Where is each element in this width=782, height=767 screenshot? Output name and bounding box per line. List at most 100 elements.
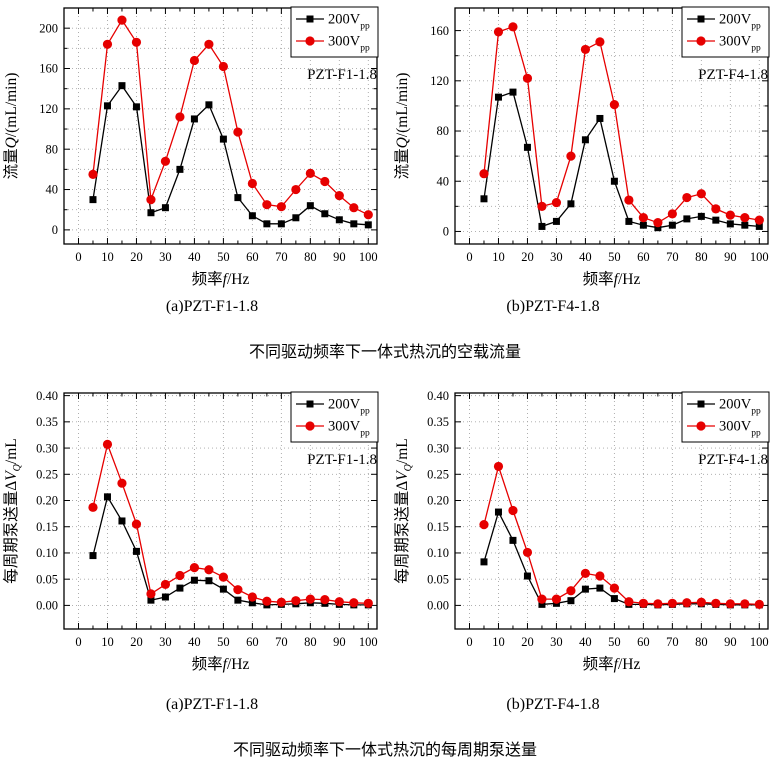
plot-svg: 0 10 20 30 40 50 60 70 80 90 100 0 40 80 120 160 200Vpp3…: [393, 6, 770, 288]
legend-marker-square: [697, 400, 705, 408]
marker-square: [350, 220, 358, 228]
marker-circle: [146, 589, 156, 599]
marker-circle: [667, 598, 677, 608]
plot-svg: 0 10 20 30 40 50 60 70 80 90 100 0.00 0.05 0.10 0.15 0.…: [2, 389, 379, 673]
marker-circle: [189, 55, 200, 66]
svg-text:0.15: 0.15: [427, 520, 449, 534]
marker-circle: [522, 73, 533, 83]
marker-square: [89, 196, 97, 204]
marker-square: [176, 584, 184, 592]
svg-text:200: 200: [39, 21, 58, 35]
marker-circle: [653, 218, 663, 228]
marker-square: [538, 600, 546, 608]
marker-circle: [363, 210, 373, 220]
svg-text:0.00: 0.00: [427, 599, 449, 613]
marker-circle: [349, 598, 359, 608]
marker-circle: [363, 598, 373, 608]
svg-text:0: 0: [52, 223, 58, 237]
subcaption-flow-b: (b)PZT-F4-1.8: [506, 298, 600, 315]
marker-circle: [276, 202, 286, 212]
marker-circle: [493, 461, 504, 472]
marker-square: [205, 101, 213, 109]
marker-circle: [88, 502, 98, 512]
x-axis-label: 频率f/Hz: [192, 270, 250, 288]
svg-text:70: 70: [275, 250, 288, 264]
svg-text:50: 50: [608, 635, 621, 649]
chart-annotation: PZT-F4-1.8: [698, 452, 768, 468]
marker-circle: [653, 599, 663, 609]
marker-square: [625, 217, 633, 225]
legend-entry-label: 200Vpp: [719, 12, 761, 32]
marker-circle: [580, 568, 591, 579]
svg-text:0.00: 0.00: [36, 599, 58, 613]
plot-svg: 0 10 20 30 40 50 60 70 80 90 100 0 40 80 120 160 200 200V…: [2, 6, 379, 288]
marker-circle: [117, 478, 127, 488]
series-300vpp: [88, 15, 373, 220]
marker-square: [581, 585, 589, 593]
svg-text:80: 80: [304, 250, 317, 264]
marker-circle: [349, 203, 359, 213]
marker-square: [567, 200, 575, 208]
marker-square: [118, 517, 126, 525]
marker-circle: [204, 39, 214, 49]
svg-text:20: 20: [130, 635, 143, 649]
marker-square: [697, 212, 705, 220]
marker-circle: [175, 112, 185, 122]
marker-square: [292, 214, 300, 222]
marker-circle: [638, 598, 648, 608]
legend-entry-label: 300Vpp: [719, 34, 761, 54]
plot-svg: 0 10 20 30 40 50 60 70 80 90 100 0.00 0.05 0.10 0.15 0.…: [393, 389, 770, 673]
marker-square: [523, 572, 531, 580]
svg-text:0.10: 0.10: [427, 546, 449, 560]
legend-marker-circle: [696, 421, 706, 431]
marker-circle: [638, 213, 648, 223]
marker-square: [321, 210, 329, 218]
svg-text:40: 40: [579, 250, 592, 264]
chart-annotation: PZT-F1-1.8: [307, 67, 377, 83]
marker-circle: [508, 505, 518, 516]
pump-subcaption-row: (a)PZT-F1-1.8 (b)PZT-F4-1.8: [0, 696, 782, 722]
series-200vpp: [480, 88, 763, 232]
svg-text:100: 100: [750, 635, 769, 649]
marker-circle: [508, 22, 518, 32]
marker-square: [596, 584, 604, 592]
marker-square: [190, 115, 198, 123]
marker-circle: [291, 184, 301, 195]
legend-entry-label: 200Vpp: [719, 397, 761, 417]
legend-entry-label: 200Vpp: [328, 397, 370, 417]
marker-square: [741, 221, 749, 229]
svg-text:40: 40: [437, 174, 450, 188]
svg-text:30: 30: [550, 250, 563, 264]
marker-circle: [595, 37, 605, 47]
marker-circle: [667, 209, 677, 219]
svg-text:90: 90: [333, 250, 346, 264]
chart-pump-pzt-f1: 0 10 20 30 40 50 60 70 80 90 100 0.00 0.05 0.10 0.15 0.…: [0, 385, 391, 675]
marker-square: [277, 220, 285, 228]
svg-text:0.25: 0.25: [36, 467, 58, 481]
marker-square: [755, 222, 763, 230]
svg-text:80: 80: [304, 635, 317, 649]
svg-text:160: 160: [39, 62, 58, 76]
legend-marker-square: [306, 400, 314, 408]
marker-circle: [276, 597, 286, 607]
marker-square: [176, 165, 184, 173]
legend-entry-label: 300Vpp: [328, 34, 370, 54]
svg-text:10: 10: [492, 635, 505, 649]
svg-text:30: 30: [159, 635, 172, 649]
svg-text:90: 90: [724, 250, 737, 264]
marker-square: [263, 220, 271, 228]
marker-circle: [102, 439, 113, 449]
marker-circle: [682, 598, 692, 608]
tick-labels: 0 10 20 30 40 50 60 70 80 90 100 0.00 0.05 0.10 0.15 0.…: [427, 389, 769, 649]
marker-square: [683, 215, 691, 223]
legend-marker-square: [697, 15, 705, 23]
marker-square: [480, 558, 488, 566]
chart-flow-pzt-f1: 0 10 20 30 40 50 60 70 80 90 100 0 40 80 120 160 200 200V…: [0, 0, 391, 290]
marker-circle: [218, 61, 228, 72]
tick-labels: 0 10 20 30 40 50 60 70 80 90 100 0 40 80 120 160 200: [39, 21, 377, 264]
svg-text:0.30: 0.30: [427, 441, 449, 455]
svg-text:90: 90: [333, 635, 346, 649]
svg-text:80: 80: [695, 250, 708, 264]
svg-text:40: 40: [188, 635, 201, 649]
marker-circle: [493, 27, 504, 37]
